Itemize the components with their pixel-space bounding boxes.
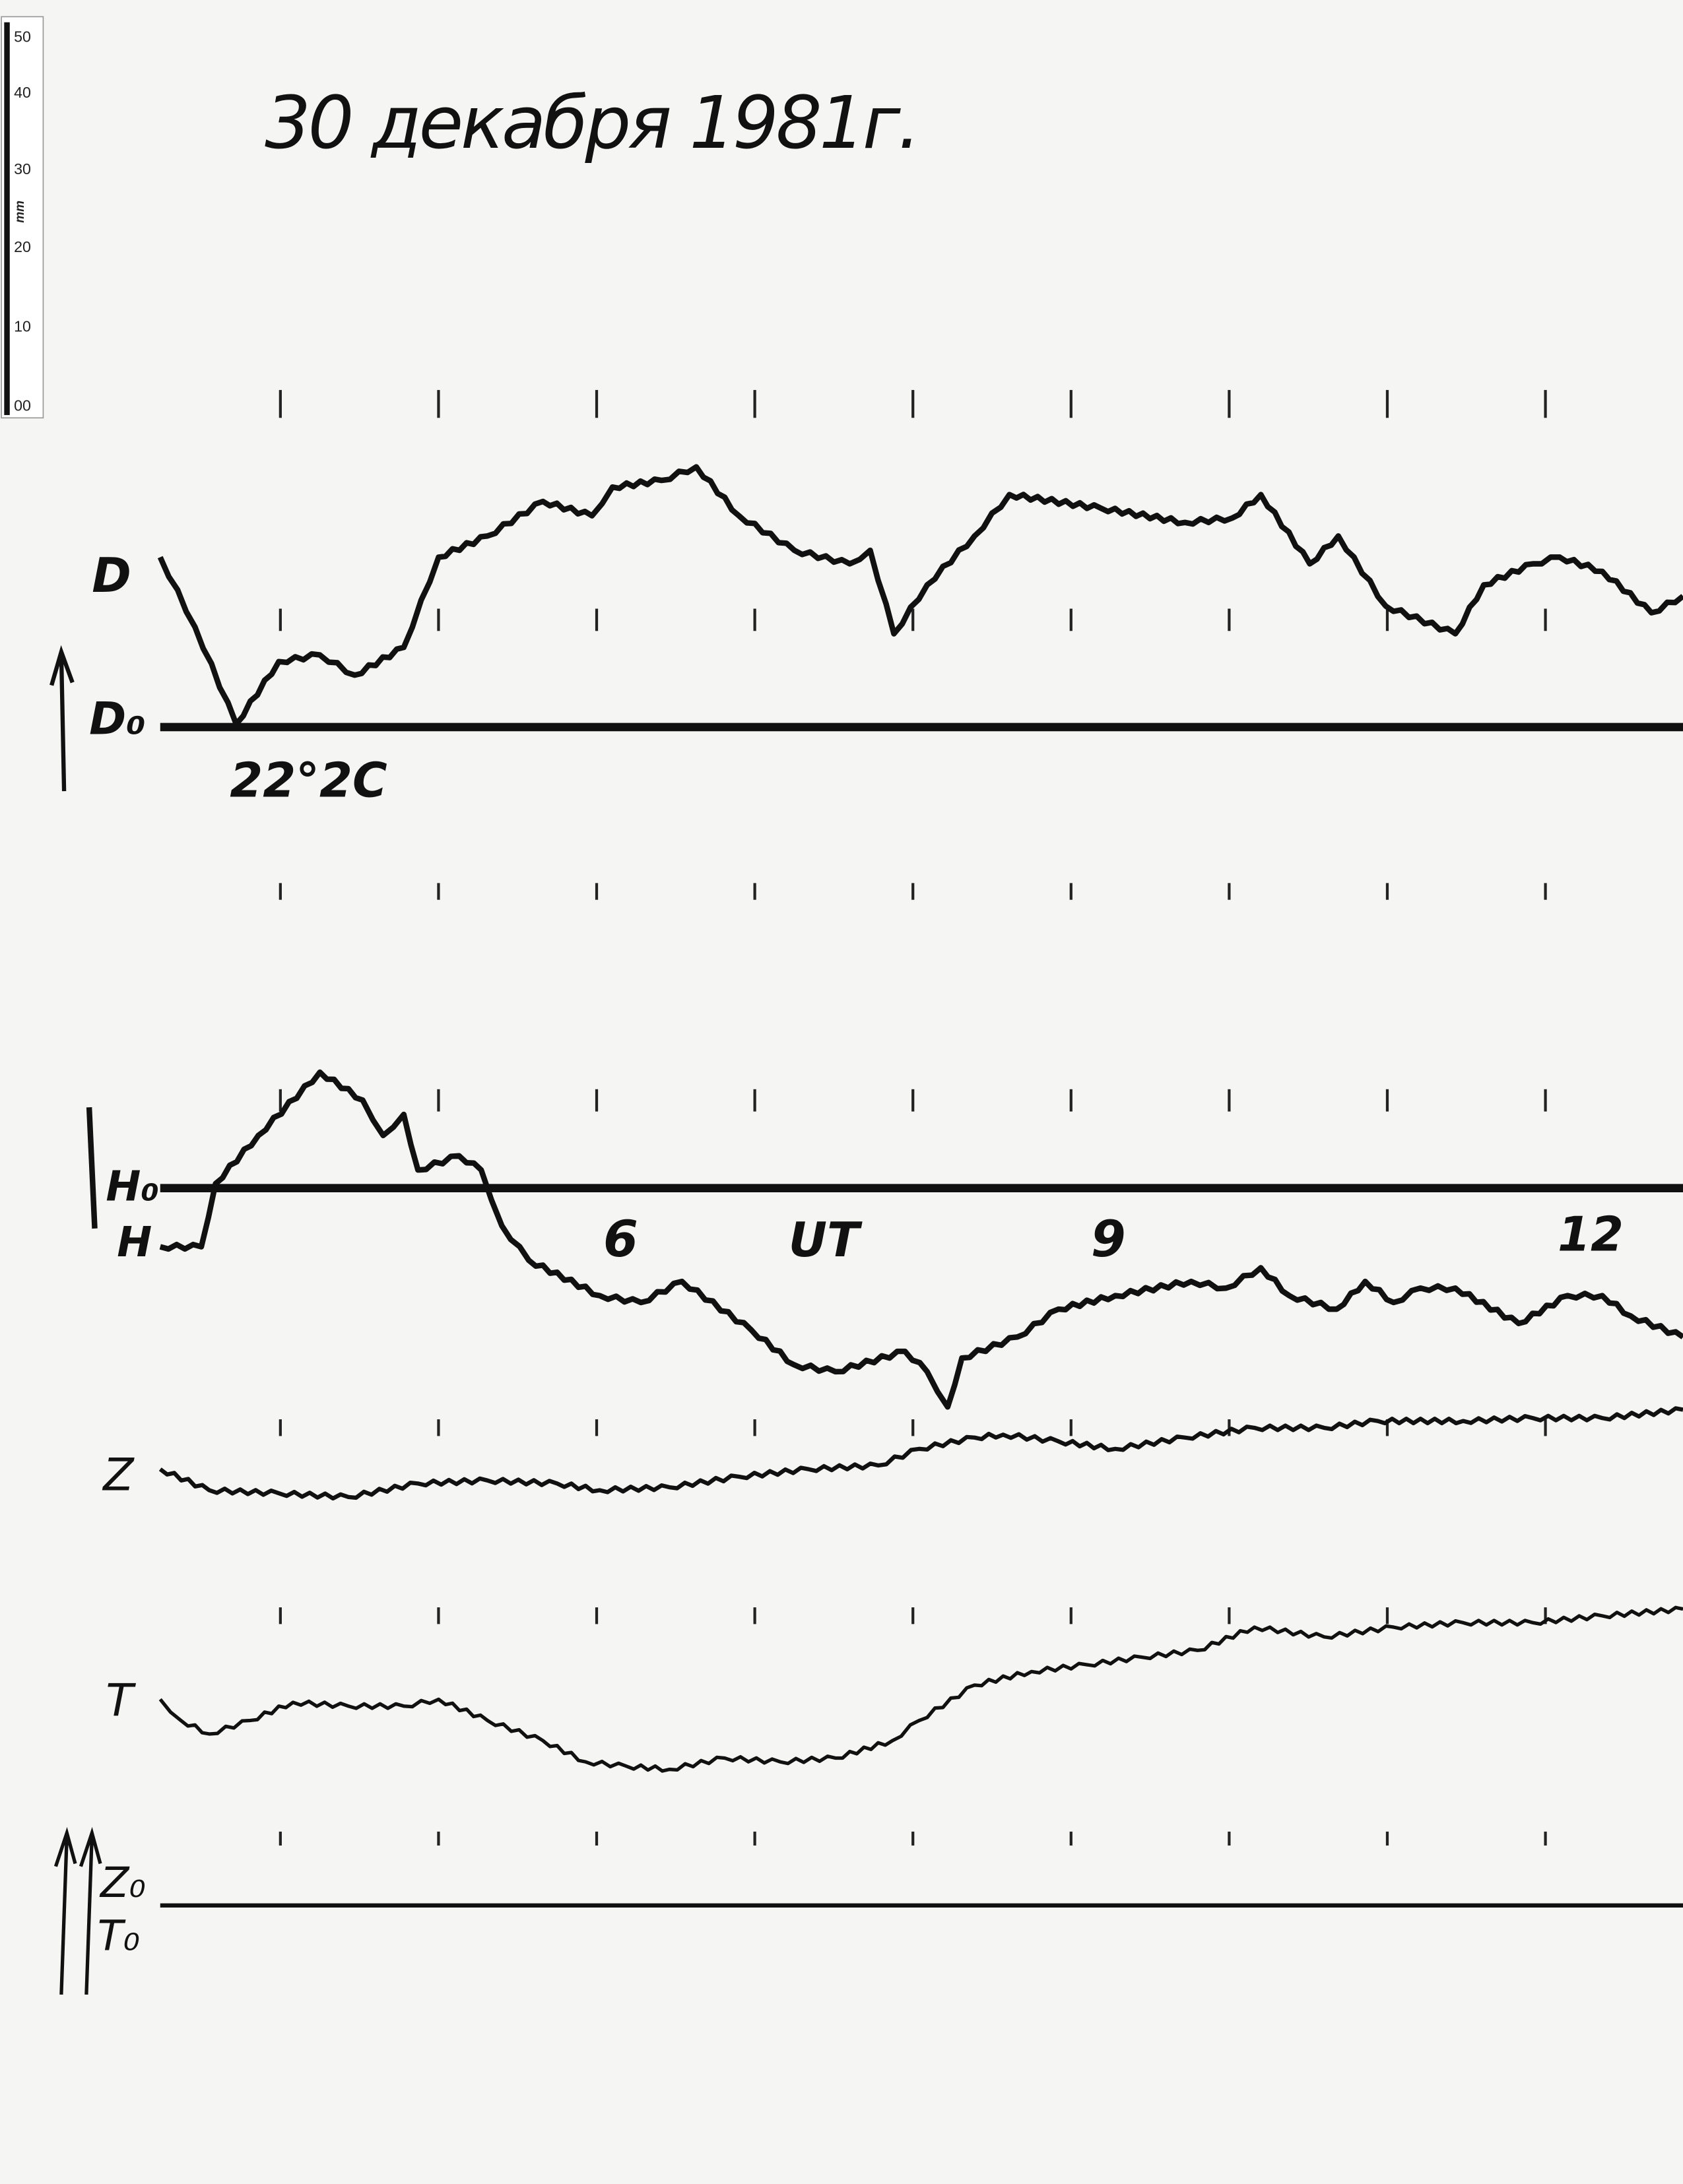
ruler-label-00: 00 (14, 397, 31, 414)
x-axis-label-ut: UT (789, 1212, 863, 1268)
label-t: T (106, 1675, 136, 1727)
ruler-unit: mm (13, 201, 27, 223)
ruler-label-50: 50 (14, 28, 31, 45)
label-t0: T₀ (98, 1911, 140, 1960)
trace-z (158, 1406, 1683, 1501)
label-z: Z (102, 1449, 135, 1501)
arrow-up-icon (50, 645, 75, 792)
trace-h (159, 1069, 1683, 1410)
ruler-label-10: 10 (14, 317, 31, 335)
ruler-label-30: 30 (14, 160, 31, 177)
label-d: D (92, 548, 131, 603)
ruler-label-40: 40 (14, 84, 31, 101)
hour-marks (279, 390, 1547, 1846)
arrow-up-icon (86, 1107, 98, 1229)
scale-ruler: 50 40 30 20 10 00 mm (1, 16, 44, 419)
ruler-label-20: 20 (14, 238, 31, 255)
x-tick-label-12: 12 (1558, 1207, 1624, 1262)
traces (157, 464, 1683, 1773)
trace-t (158, 1605, 1683, 1773)
x-tick-label-6: 6 (603, 1209, 638, 1268)
label-d0-value: 22°2C (230, 752, 387, 808)
chart-title: 30 декабря 1981г. (265, 80, 918, 165)
label-d0: D₀ (89, 692, 146, 744)
label-z0: Z₀ (99, 1858, 146, 1907)
arrow-up-icon (53, 1826, 102, 1995)
label-h0: H₀ (106, 1162, 159, 1211)
label-h: H (117, 1217, 152, 1266)
trace-d (157, 464, 1683, 727)
x-tick-label-9: 9 (1091, 1209, 1126, 1268)
